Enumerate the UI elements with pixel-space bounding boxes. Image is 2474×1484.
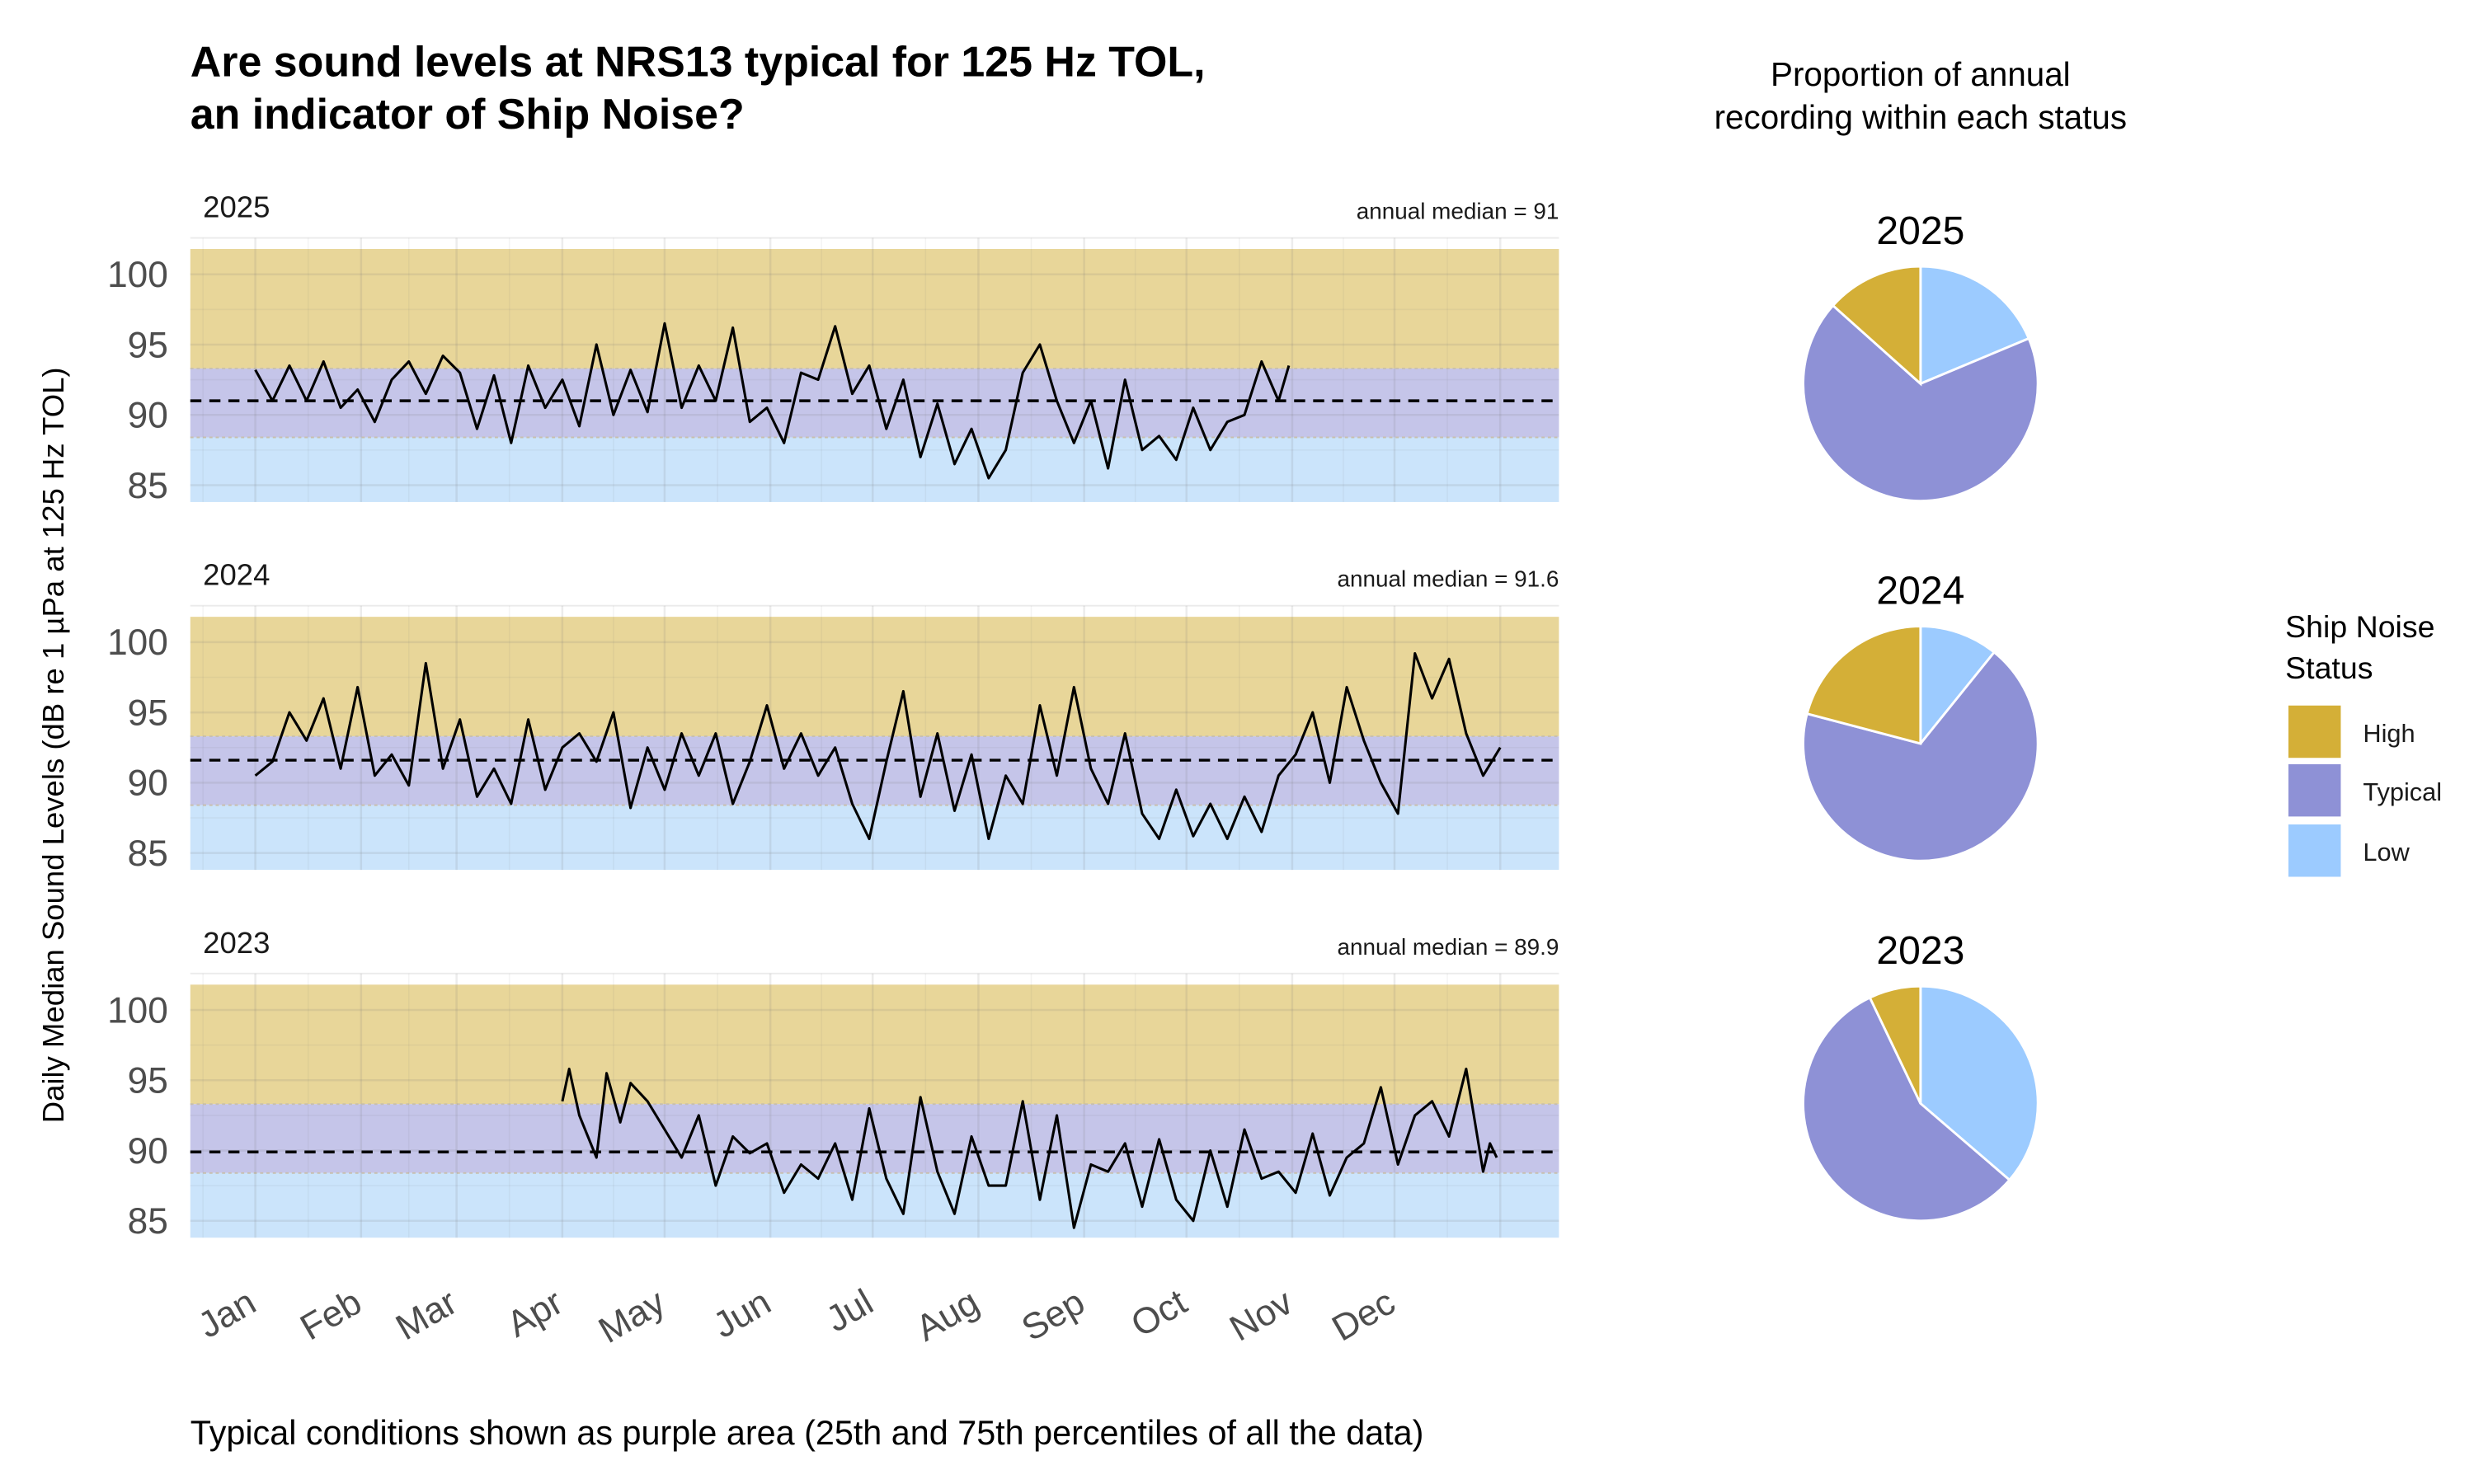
band-low [190, 437, 1559, 502]
x-tick-label-nov: Nov [1223, 1282, 1300, 1350]
pie-slice-typical [1802, 303, 2039, 503]
panel-year-label: 2024 [203, 558, 270, 592]
x-tick-label-jan: Jan [191, 1282, 262, 1346]
legend: Ship Noise Status High Typical Low [2285, 609, 2442, 877]
x-tick-label-may: May [592, 1281, 673, 1351]
pie-slice-high [1868, 984, 1922, 1105]
pie-2024: 2024 [1802, 569, 2039, 862]
y-tick-label: 95 [128, 325, 168, 365]
y-tick-label: 95 [128, 1061, 168, 1101]
y-tick-label: 100 [107, 990, 168, 1031]
band-typical [190, 736, 1559, 805]
panel-2023: 85 90 95 100 2023 annual median = 89.9 [107, 926, 1559, 1242]
legend-label-high: High [2363, 719, 2415, 748]
time-series-panels: 85 90 95 100 2025 annual median = 91 85 90 95 100… [107, 190, 1559, 1242]
annual-median-label: annual median = 89.9 [1337, 934, 1559, 960]
series-line-2023 [561, 1068, 1498, 1229]
pie-slice-typical [1802, 650, 2039, 862]
band-high [190, 984, 1559, 1105]
panel-2025: 85 90 95 100 2025 annual median = 91 [107, 190, 1559, 506]
pie-2025: 2025 [1802, 209, 2039, 503]
legend-key-low [2288, 824, 2341, 877]
band-typical [190, 1104, 1559, 1173]
y-axis-label: Daily Median Sound Levels (dB re 1 µPa a… [36, 367, 70, 1123]
pie-slice-typical [1802, 996, 2011, 1223]
caption: Typical conditions shown as purple area … [190, 1414, 1424, 1452]
pie-year-label: 2024 [1876, 569, 1964, 613]
legend-title-line-1: Ship Noise [2285, 609, 2434, 644]
y-tick-label: 90 [128, 763, 168, 804]
series-line-2025 [254, 322, 1291, 480]
x-axis-ticks: Jan Feb Mar Apr May Jun Jul Aug Sep Oct Nov Dec [191, 1281, 1402, 1351]
y-tick-label: 100 [107, 622, 168, 663]
panel-year-label: 2023 [203, 926, 270, 960]
band-high [190, 617, 1559, 737]
y-tick-label: 85 [128, 466, 168, 506]
pie-slice-high [1805, 625, 1922, 745]
y-tick-label: 85 [128, 1201, 168, 1242]
legend-title-line-2: Status [2285, 650, 2373, 685]
pie-title-line-2: recording within each status [1714, 98, 2127, 136]
band-high [190, 249, 1559, 369]
x-tick-label-feb: Feb [294, 1282, 368, 1349]
x-tick-label-oct: Oct [1124, 1282, 1193, 1345]
pie-slice-high [1831, 265, 1922, 387]
x-tick-label-jul: Jul [820, 1282, 880, 1341]
pie-charts: 2025 2024 2023 [1802, 209, 2039, 1223]
pie-slice-low [1919, 625, 1997, 748]
pie-year-label: 2025 [1876, 209, 1964, 253]
legend-key-high [2288, 705, 2341, 758]
series-line-2024 [254, 651, 1502, 841]
main-title-line-2: an indicator of Ship Noise? [190, 91, 745, 139]
legend-label-low: Low [2363, 838, 2410, 866]
x-tick-label-dec: Dec [1325, 1282, 1402, 1350]
x-tick-label-sep: Sep [1015, 1282, 1092, 1350]
pie-2023: 2023 [1802, 928, 2039, 1223]
x-tick-label-aug: Aug [910, 1282, 986, 1350]
x-tick-label-jun: Jun [707, 1282, 778, 1346]
annual-median-label: annual median = 91.6 [1337, 566, 1559, 592]
annual-median-label: annual median = 91 [1357, 198, 1559, 223]
x-tick-label-mar: Mar [389, 1282, 463, 1349]
pie-title-line-1: Proportion of annual [1771, 55, 2071, 93]
pie-slice-low [1919, 265, 2031, 386]
panel-2024: 85 90 95 100 2024 annual median = 91.6 [107, 558, 1559, 874]
main-title-line-1: Are sound levels at NRS13 typical for 12… [190, 38, 1206, 86]
panel-year-label: 2025 [203, 190, 270, 224]
y-tick-label: 95 [128, 693, 168, 733]
y-tick-label: 85 [128, 834, 168, 874]
pie-year-label: 2023 [1876, 928, 1964, 973]
pie-slice-low [1919, 984, 2039, 1182]
y-tick-label: 90 [128, 1131, 168, 1172]
legend-key-typical [2288, 763, 2341, 817]
y-tick-label: 100 [107, 255, 168, 295]
legend-label-typical: Typical [2363, 777, 2442, 806]
band-typical [190, 368, 1559, 438]
band-low [190, 1172, 1559, 1238]
x-tick-label-apr: Apr [501, 1282, 570, 1345]
y-tick-label: 90 [128, 396, 168, 436]
